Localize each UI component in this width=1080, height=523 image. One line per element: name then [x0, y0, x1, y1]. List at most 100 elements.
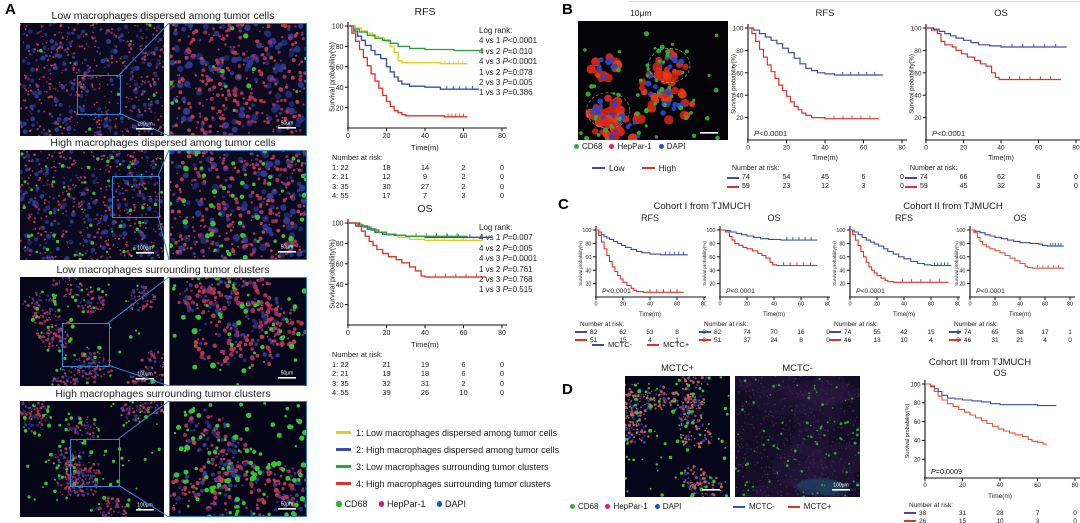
- km-curve-MCTC+: [596, 229, 684, 293]
- risk-value: 54: [782, 173, 791, 181]
- legend-line-icon: [336, 448, 351, 451]
- risk-value: 26: [919, 517, 927, 523]
- legend-label: 4: High macrophages surrounding tumor cl…: [356, 478, 551, 489]
- risk-table: Number at risk: 74 66 62 6 0 59 45 32 3 0: [905, 165, 1080, 192]
- risk-value: 53: [646, 328, 654, 336]
- risk-table-header: Number at risk:: [834, 320, 879, 328]
- x-tick-label: 60: [674, 302, 680, 308]
- x-tick-label: 80: [955, 302, 960, 308]
- risk-table-row: 46 13 10 4 0: [829, 336, 960, 345]
- legend-item: HepPar-1: [605, 502, 648, 511]
- crop-artifact-line: [628, 1, 1080, 2]
- risk-value: 1: 22: [332, 359, 349, 369]
- risk-value: 12: [821, 182, 829, 190]
- micro-render: 50μm: [170, 24, 306, 135]
- x-tick-label: 40: [901, 302, 907, 308]
- logrank-line: 1 vs 3 P=0.386: [479, 88, 533, 98]
- risk-table-row: 26 15 10 3 0: [902, 518, 1080, 523]
- risk-value: 4: [1043, 336, 1047, 344]
- stain-legend-d: CD68 HepPar-1 DAPI: [570, 502, 681, 511]
- x-axis-title: Time(m): [988, 155, 1014, 162]
- microscopy-image-zoom: 50μm: [169, 23, 307, 136]
- risk-table-header: Number at risk:: [909, 502, 954, 509]
- x-tick-label: 40: [1017, 302, 1023, 308]
- microscopy-image-zoom: 50μm: [169, 150, 307, 260]
- risk-row-swatch: [727, 176, 739, 179]
- risk-value: 2: 21: [332, 172, 349, 181]
- legend-dot-icon: [570, 504, 575, 509]
- risk-table-row: 2: 21 12 9 2 0: [326, 172, 526, 182]
- risk-value: 82: [590, 328, 598, 336]
- x-tick-label: 40: [647, 302, 653, 308]
- risk-row-swatch: [727, 185, 739, 188]
- legend-item: Low: [592, 163, 625, 173]
- legend-dot-icon: [609, 144, 615, 149]
- logrank-line: 1 vs 2 P=0.078: [479, 67, 533, 77]
- y-tick-label: 100: [332, 221, 344, 228]
- chart-title: RFS: [895, 213, 913, 223]
- curve-group-legend-item: 2: High macrophages dispersed among tumo…: [336, 441, 559, 458]
- risk-value: 66: [959, 173, 968, 181]
- y-axis-title: Survival probability(%): [905, 403, 911, 458]
- x-tick-label: 80: [701, 302, 706, 308]
- y-axis-title: Survival probability(%): [330, 239, 337, 309]
- scale-bar-label: 50μm: [281, 502, 294, 508]
- x-tick-label: 60: [460, 133, 468, 140]
- y-tick-label: 40: [959, 268, 965, 274]
- risk-value: 74: [844, 328, 852, 336]
- logrank-line: 1 vs 3 P=0.515: [479, 285, 533, 295]
- scale-bar-label: 50μm: [281, 245, 294, 251]
- legend-line-icon: [592, 343, 604, 346]
- risk-value: 4: [929, 336, 933, 344]
- x-tick-label: 0: [594, 302, 597, 308]
- km-curve-MCTC+: [720, 229, 818, 267]
- x-axis-title: Time(m): [762, 312, 786, 318]
- y-tick-label: 40: [709, 268, 715, 274]
- panel-label-d: D: [562, 381, 573, 398]
- km-chart-svg: 0 20 40 60 80 20 40 60 80 100 Survival probability…: [702, 226, 833, 308]
- risk-value: 3: [861, 182, 866, 190]
- x-tick-label: 20: [744, 302, 750, 308]
- risk-value: 38: [919, 509, 927, 517]
- risk-value: 17: [382, 191, 391, 200]
- y-tick-label: 40: [736, 93, 744, 100]
- risk-value: 32: [382, 378, 391, 388]
- risk-row-swatch: [905, 176, 917, 179]
- risk-value: 46: [844, 336, 852, 344]
- km-curve-3: [348, 25, 484, 52]
- risk-value: 0: [1073, 509, 1077, 517]
- y-tick-label: 60: [839, 255, 845, 261]
- y-tick-label: 80: [736, 48, 744, 55]
- legend-label: CD68: [344, 499, 368, 509]
- logrank-annotation: Log rank: 4 vs 1 P<0.0001 4 vs 2 P=0.010 4 …: [479, 26, 537, 99]
- km-plot-a_os: OS 0 20 40 60 80 20 40 60 80 100 Survival probabili…: [326, 203, 526, 398]
- scale-bar-label: 50μm: [281, 371, 294, 377]
- km-plot-c1_os: OS 0 20 40 60 80 20 40 60 80 100 Survival probabili…: [699, 213, 833, 345]
- risk-value: 0: [1068, 336, 1072, 344]
- risk-value: 28: [996, 509, 1004, 517]
- y-tick-label: 80: [914, 401, 921, 407]
- legend-dot-icon: [605, 504, 611, 509]
- x-tick-label: 40: [771, 302, 777, 308]
- risk-value: 17: [1041, 328, 1049, 336]
- risk-value: 1: [1068, 328, 1072, 336]
- km-curve-High: [926, 27, 1061, 81]
- risk-table-header: Number at risk:: [732, 164, 780, 172]
- chart-title: RFS: [641, 213, 659, 223]
- x-tick-label: 0: [924, 145, 928, 152]
- y-tick-label: 20: [336, 105, 344, 112]
- risk-value: 14: [420, 162, 430, 172]
- mctc-neg-image-title: MCTC-: [782, 363, 813, 374]
- risk-value: 45: [959, 182, 968, 190]
- risk-value: 4: [648, 336, 652, 344]
- legend-dot-icon: [658, 144, 664, 149]
- km-curve-High: [748, 27, 879, 120]
- scale-label-b: 10μm: [630, 8, 652, 18]
- risk-row-swatch: [949, 339, 961, 341]
- risk-value: 32: [997, 182, 1005, 190]
- x-tick-label: 80: [898, 145, 906, 152]
- x-tick-label: 0: [848, 302, 851, 308]
- risk-value: 3: 35: [332, 378, 349, 388]
- y-tick-label: 20: [839, 282, 845, 288]
- risk-value: 82: [714, 328, 722, 336]
